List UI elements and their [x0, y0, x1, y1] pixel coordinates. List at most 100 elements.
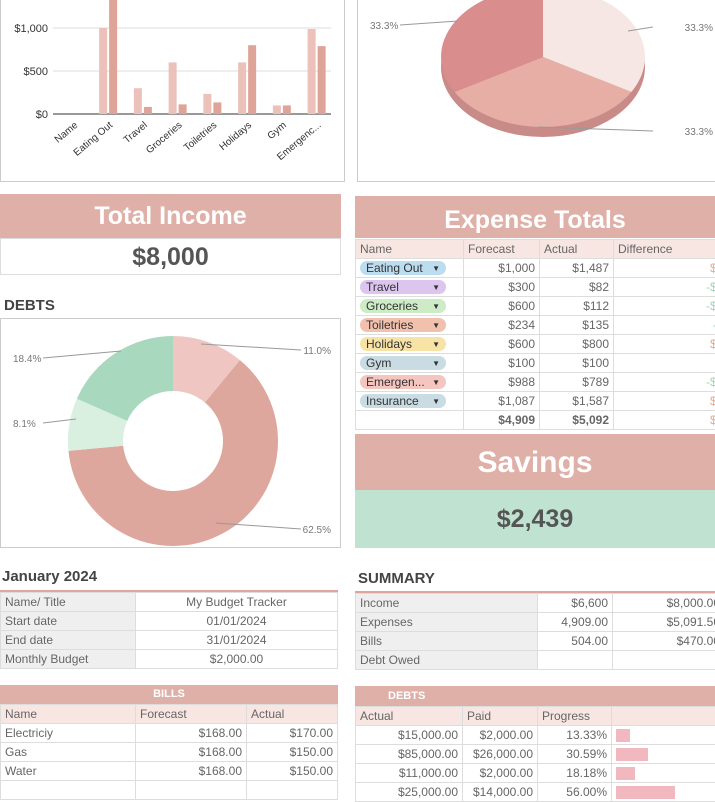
summary-label: Debt Owed: [356, 651, 538, 670]
summary-actual: $470.00: [613, 632, 715, 651]
bills-col-header: Forecast: [136, 705, 247, 724]
category-cell[interactable]: Gym▼: [356, 354, 464, 373]
category-dropdown[interactable]: Gym▼: [360, 356, 446, 370]
summary-actual: [613, 651, 715, 670]
field-value[interactable]: My Budget Tracker: [136, 593, 338, 612]
category-cell[interactable]: Insurance▼: [356, 392, 464, 411]
total-actual: $5,092: [540, 411, 614, 430]
expense-row: Groceries▼$600$112-$48: [356, 297, 715, 316]
bar: [238, 62, 246, 114]
x-tick-label: Gym: [266, 120, 289, 142]
category-dropdown[interactable]: Toiletries ▼: [360, 318, 446, 332]
bar: [109, 0, 117, 114]
progress-bar: [616, 767, 635, 780]
category-label: Toiletries: [366, 318, 413, 332]
col-actual: Actual: [540, 240, 614, 259]
progress-bar-cell: [612, 764, 715, 783]
category-cell[interactable]: Holidays▼: [356, 335, 464, 354]
difference-cell: $48: [614, 259, 715, 278]
debts-donut-chart: 11.0%62.5%8.1%18.4%: [0, 318, 341, 548]
difference-cell: -$9: [614, 316, 715, 335]
y-tick-label: $500: [24, 66, 48, 78]
bill-name[interactable]: Gas: [1, 743, 136, 762]
field-label: Name/ Title: [1, 593, 136, 612]
bill-row: Water$168.00$150.00: [1, 762, 338, 781]
y-tick-label: $1,000: [14, 23, 48, 35]
category-dropdown[interactable]: Holidays▼: [360, 337, 446, 351]
field-value[interactable]: 01/01/2024: [136, 612, 338, 631]
field-label: Start date: [1, 612, 136, 631]
total-income-header: Total Income: [0, 194, 341, 238]
dropdown-arrow-icon: ▼: [432, 321, 440, 330]
savings-value: $2,439: [355, 490, 715, 548]
pie-label: 33.3%: [685, 23, 713, 34]
category-label: Holidays: [366, 337, 412, 351]
bill-name[interactable]: [1, 781, 136, 800]
category-label: Travel: [366, 280, 399, 294]
field-value[interactable]: 31/01/2024: [136, 631, 338, 650]
category-cell[interactable]: Travel ▼: [356, 278, 464, 297]
category-dropdown[interactable]: Groceries▼: [360, 299, 446, 313]
dropdown-arrow-icon: ▼: [432, 283, 440, 292]
debt-paid: $14,000.00: [463, 783, 538, 802]
summary-forecast: 504.00: [538, 632, 613, 651]
field-value[interactable]: $2,000.00: [136, 650, 338, 669]
category-cell[interactable]: Eating Out▼: [356, 259, 464, 278]
forecast-cell: $600: [464, 297, 540, 316]
bill-forecast[interactable]: [136, 781, 247, 800]
dropdown-arrow-icon: ▼: [432, 264, 440, 273]
forecast-cell: $100: [464, 354, 540, 373]
progress-bar-cell: [612, 745, 715, 764]
bill-actual[interactable]: $150.00: [247, 762, 338, 781]
bar: [134, 88, 142, 114]
bills-header: BILLS: [0, 685, 338, 704]
summary-label: Bills: [356, 632, 538, 651]
bill-forecast[interactable]: $168.00: [136, 743, 247, 762]
category-cell[interactable]: Groceries▼: [356, 297, 464, 316]
category-dropdown[interactable]: Insurance▼: [360, 394, 446, 408]
y-tick-label: $0: [36, 109, 48, 121]
bill-row: Gas$168.00$150.00: [1, 743, 338, 762]
category-cell[interactable]: Emergen...▼: [356, 373, 464, 392]
category-dropdown[interactable]: Travel ▼: [360, 280, 446, 294]
expense-pie-chart: 33.3%33.3%33.3%: [357, 0, 715, 182]
bill-name[interactable]: Electriciy: [1, 724, 136, 743]
empty-cell: [356, 411, 464, 430]
col-name: Name: [356, 240, 464, 259]
category-dropdown[interactable]: Eating Out▼: [360, 261, 446, 275]
difference-cell: -$48: [614, 297, 715, 316]
difference-cell: $50: [614, 392, 715, 411]
bill-actual[interactable]: $170.00: [247, 724, 338, 743]
category-cell[interactable]: Toiletries ▼: [356, 316, 464, 335]
expense-row: Travel▼$300$82-$21: [356, 278, 715, 297]
field-label: End date: [1, 631, 136, 650]
bar: [248, 45, 256, 114]
difference-cell: -$19: [614, 373, 715, 392]
debt-actual: $25,000.00: [356, 783, 463, 802]
bar: [273, 105, 281, 114]
total-difference: $18: [614, 411, 715, 430]
category-label: Gym: [366, 356, 391, 370]
bill-forecast[interactable]: $168.00: [136, 762, 247, 781]
dropdown-arrow-icon: ▼: [432, 397, 440, 406]
x-tick-label: Toiletries: [182, 120, 219, 154]
donut-label: 18.4%: [13, 354, 41, 365]
bill-actual[interactable]: [247, 781, 338, 800]
category-dropdown[interactable]: Emergen...▼: [360, 375, 446, 389]
bar: [99, 28, 107, 114]
debts-col-header: [612, 707, 715, 726]
debt-progress: 18.18%: [538, 764, 612, 783]
debts-col-header: Paid: [463, 707, 538, 726]
summary-forecast: 4,909.00: [538, 613, 613, 632]
bill-actual[interactable]: $150.00: [247, 743, 338, 762]
bill-forecast[interactable]: $168.00: [136, 724, 247, 743]
forecast-cell: $234: [464, 316, 540, 335]
debt-actual: $85,000.00: [356, 745, 463, 764]
expense-row: Eating Out▼$1,000$1,487$48: [356, 259, 715, 278]
pie-label: 33.3%: [370, 21, 398, 32]
bill-name[interactable]: Water: [1, 762, 136, 781]
